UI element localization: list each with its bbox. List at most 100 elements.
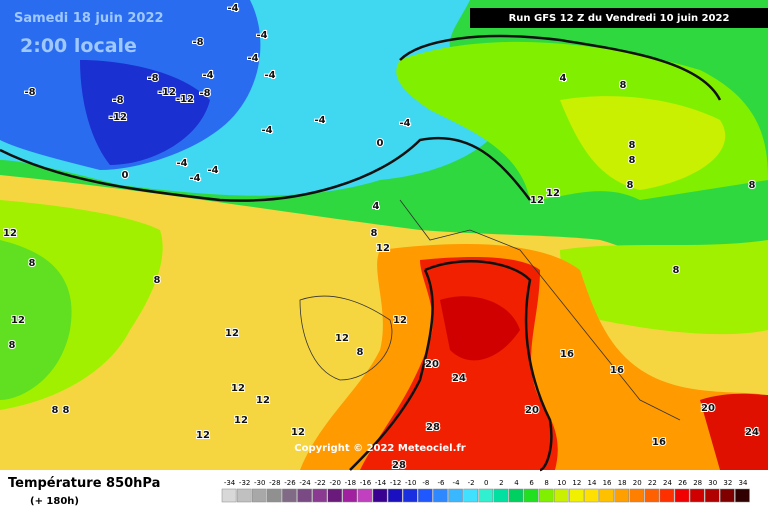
colorbar-swatch: [735, 488, 750, 503]
colorbar-tick-label: 2: [499, 479, 503, 487]
colorbar-tick-label: -14: [375, 479, 387, 487]
contour-label: 0: [377, 138, 384, 149]
colorbar-tick-label: -20: [330, 479, 341, 487]
colorbar-swatch: [221, 488, 237, 503]
contour-label: -4: [207, 165, 218, 176]
colorbar-swatch: [689, 488, 705, 503]
colorbar-swatch: [402, 488, 418, 503]
colorbar-swatch: [659, 488, 675, 503]
contour-label: 20: [701, 403, 715, 414]
footer-title: Température 850hPa: [8, 476, 160, 491]
colorbar-swatch: [493, 488, 509, 503]
colorbar-swatch: [720, 488, 735, 503]
forecast-time: 2:00 locale: [20, 35, 137, 57]
colorbar-tick-label: 10: [557, 479, 566, 487]
contour-label: 8: [154, 275, 161, 286]
contour-label: 0: [122, 170, 129, 181]
contour-label: 16: [652, 437, 666, 448]
contour-label: 28: [426, 422, 440, 433]
colorbar-tick-label: 12: [572, 479, 581, 487]
colorbar-tick-label: -32: [239, 479, 250, 487]
colorbar-tick-label: -26: [284, 479, 296, 487]
footer-subtitle: (+ 180h): [30, 496, 79, 507]
colorbar-swatch: [342, 488, 358, 503]
contour-label: 28: [392, 460, 406, 471]
contour-label: 12: [11, 315, 25, 326]
contour-label: 8: [29, 258, 36, 269]
contour-label: -4: [264, 70, 275, 81]
contour-label: 12: [376, 243, 390, 254]
colorbar-swatch: [251, 488, 267, 503]
colorbar-tick-label: 28: [693, 479, 702, 487]
colorbar-tick-label: 30: [708, 479, 717, 487]
colorbar-tick-label: 4: [514, 479, 519, 487]
contour-label: 12: [231, 383, 245, 394]
map-field: [0, 0, 768, 472]
contour-label: -4: [261, 125, 272, 136]
contour-label: 4: [373, 201, 380, 212]
colorbar-swatch: [236, 488, 252, 503]
colorbar: -34 -32 -30 -28 -26 -24 -22 -20 -18 -16 -14 -12 -10-…: [221, 479, 750, 503]
contour-label: 8: [371, 228, 378, 239]
colorbar-tick-label: -16: [360, 479, 372, 487]
contour-label: 16: [610, 365, 624, 376]
colorbar-swatch: [629, 488, 645, 503]
colorbar-tick-label: -22: [314, 479, 325, 487]
colorbar-swatch: [448, 488, 463, 503]
contour-label: -4: [202, 70, 213, 81]
contour-label: 12: [256, 395, 270, 406]
colorbar-tick-label: -24: [299, 479, 311, 487]
contour-label: 8: [629, 140, 636, 151]
colorbar-tick-label: 16: [603, 479, 612, 487]
colorbar-swatch: [704, 488, 720, 503]
contour-label: -8: [24, 87, 35, 98]
contour-label: 8: [673, 265, 680, 276]
contour-label: -4: [247, 53, 258, 64]
contour-label: 12: [335, 333, 349, 344]
contour-label: -4: [399, 118, 410, 129]
colorbar-tick-label: -12: [390, 479, 401, 487]
colorbar-swatch: [463, 488, 478, 503]
contour-label: -4: [256, 30, 267, 41]
colorbar-swatch: [387, 488, 403, 503]
contour-label: 8: [52, 405, 59, 416]
contour-label: 8: [620, 80, 627, 91]
colorbar-tick-label: -30: [254, 479, 265, 487]
colorbar-tick-label: -8: [422, 479, 429, 487]
contour-label: -12: [109, 112, 127, 123]
colorbar-tick-label: 32: [723, 479, 732, 487]
colorbar-swatch: [282, 488, 297, 503]
colorbar-swatch: [569, 488, 584, 503]
contour-label: -4: [189, 173, 200, 184]
colorbar-swatch: [644, 488, 660, 503]
contour-label: -4: [227, 3, 238, 14]
colorbar-swatch: [508, 488, 524, 503]
contour-label: 24: [745, 427, 759, 438]
colorbar-tick-label: 18: [618, 479, 627, 487]
run-info: Run GFS 12 Z du Vendredi 10 juin 2022: [509, 13, 730, 24]
colorbar-swatch: [614, 488, 629, 503]
contour-label: 12: [234, 415, 248, 426]
colorbar-tick-label: -28: [269, 479, 280, 487]
copyright: Copyright © 2022 Meteociel.fr: [294, 443, 465, 454]
colorbar-swatch: [478, 488, 494, 503]
colorbar-tick-label: 8: [544, 479, 548, 487]
contour-label: 8: [749, 180, 756, 191]
colorbar-swatch: [433, 488, 448, 503]
contour-labels: -8-8-12-12-12-8-8-4-4-4-4-4-8-4-4 -400-4-…: [2, 2, 760, 472]
colorbar-tick-label: -10: [405, 479, 416, 487]
contour-label: -8: [192, 37, 203, 48]
contour-label: -8: [112, 95, 123, 106]
contour-label: 12: [225, 328, 239, 339]
contour-label: 12: [291, 427, 305, 438]
contour-label: 12: [530, 195, 544, 206]
colorbar-swatch: [357, 488, 373, 503]
colorbar-tick-label: 14: [587, 479, 596, 487]
colorbar-tick-label: -6: [437, 479, 445, 487]
colorbar-tick-label: 34: [738, 479, 747, 487]
contour-label: 4: [560, 73, 567, 84]
colorbar-swatch: [523, 488, 539, 503]
colorbar-swatch: [297, 488, 312, 503]
contour-label: 12: [546, 188, 560, 199]
colorbar-swatch: [553, 488, 569, 503]
